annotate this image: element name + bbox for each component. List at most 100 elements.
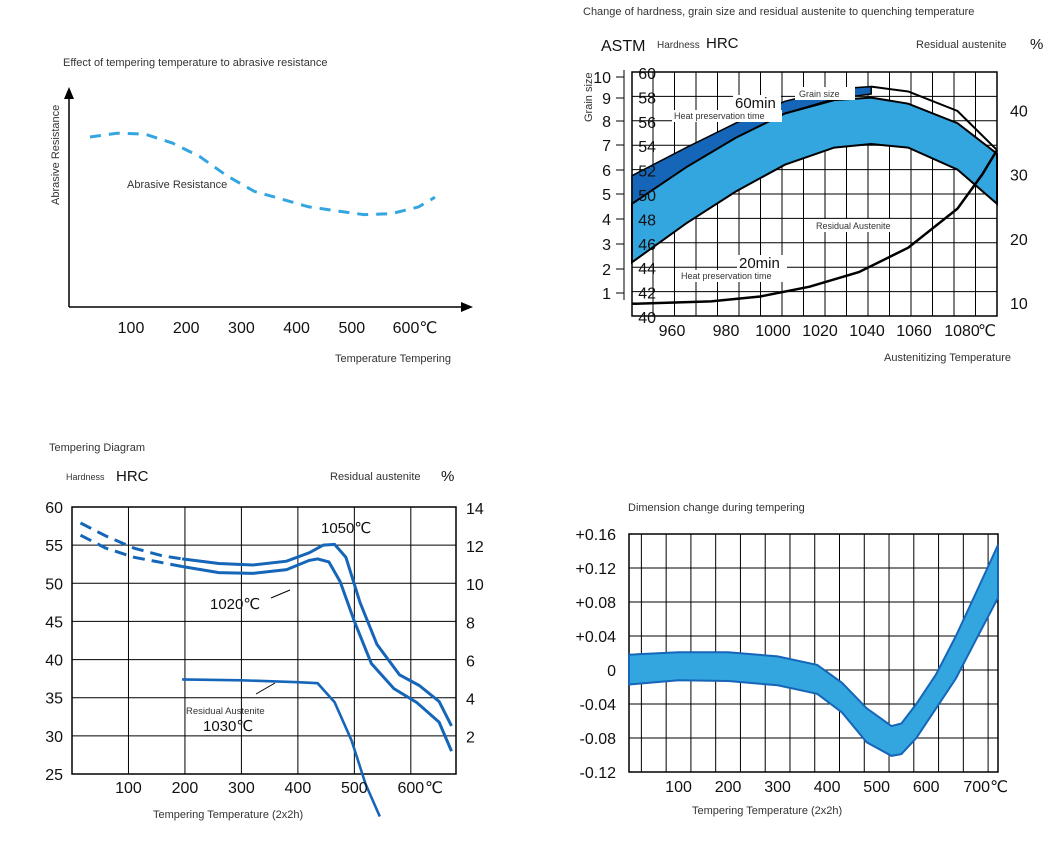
quench-ra-tick-label: 10 [1010, 296, 1028, 313]
tempering-series-0 [79, 521, 183, 561]
tempering-y-tick-label: 25 [45, 767, 63, 784]
quench-astm-tick-label: 9 [602, 91, 611, 108]
tempering-plot-frame [71, 506, 457, 775]
quench-ra-tick-label: 40 [1010, 104, 1028, 121]
tempering-chart-title: Tempering Diagram [49, 442, 145, 454]
dimension-y-tick-label: -0.08 [580, 731, 617, 748]
quench-60min-label: 60min [735, 95, 776, 112]
quench-annotations: Grain size 60min Heat preservation time … [672, 87, 910, 282]
tempering-1030-label: 1030℃ [203, 718, 253, 735]
tempering-grid [71, 506, 457, 775]
dimension-change-band [628, 544, 999, 757]
dimension-ticks: +0.16 +0.12 +0.08 +0.04 0 -0.04 -0.08 -0.12 100 2… [576, 527, 1009, 796]
quench-series [631, 85, 999, 306]
quench-astm-tick-label: 2 [602, 262, 611, 279]
tempering-x-tick-label: 100 [115, 780, 142, 797]
quench-astm-tick-label: 4 [602, 212, 611, 229]
quench-residual-annotation: Residual Austenite [816, 221, 891, 231]
dimension-y-tick-label: +0.04 [576, 629, 617, 646]
tempering-1020-leader [270, 589, 291, 599]
abrasive-series-label: Abrasive Resistance [127, 179, 227, 191]
tempering-series-2 [79, 533, 183, 568]
tempering-residual-annotation: Residual Austenite [186, 706, 265, 717]
quench-hrc-tick-label: 52 [638, 164, 656, 181]
tempering-series-1 [181, 542, 453, 727]
tempering-x-tick-label: ℃ [425, 780, 443, 797]
tempering-1020-label: 1020℃ [210, 596, 260, 613]
tempering-ra-tick-label: 2 [466, 730, 475, 747]
quench-astm-tick-label: 5 [602, 187, 611, 204]
quench-20min-line [631, 149, 999, 306]
dimension-chart-title: Dimension change during tempering [628, 502, 805, 514]
tempering-ra-tick-label: 10 [466, 577, 484, 594]
quench-ticks: 1098765432160585654525048464442404030201… [593, 66, 1028, 340]
tempering-x-tick-label: 500 [341, 780, 368, 797]
quench-x-axis-label: Austenitizing Temperature [884, 352, 1011, 364]
tempering-series-4 [182, 678, 381, 818]
quench-hrc-tick-label: 42 [638, 286, 656, 303]
dimension-x-tick-label: 100 [665, 779, 692, 796]
quench-ra-tick-label: 30 [1010, 168, 1028, 185]
tempering-x-tick-label: 300 [228, 780, 255, 797]
dimension-y-tick-label: +0.12 [576, 561, 617, 578]
quench-60min-band [631, 96, 998, 265]
quench-hrc-tick-label: 60 [638, 66, 656, 83]
quench-20min-label: 20min [739, 255, 780, 272]
quench-astm-tick-label: 6 [602, 163, 611, 180]
quench-x-tick-label: 960 [659, 323, 686, 340]
quench-x-tick-label: ℃ [978, 323, 996, 340]
tempering-y-tick-label: 55 [45, 538, 63, 555]
tempering-labels: 1050℃ 1020℃ Residual Austenite 1030℃ [186, 520, 371, 735]
quench-hrc-label: HRC [706, 35, 739, 52]
quench-astm-label: ASTM [601, 38, 645, 55]
dimension-x-tick-label: 400 [814, 779, 841, 796]
abrasive-y-axis-label: Abrasive Resistance [50, 105, 62, 205]
quench-grain-axis-label: Grain size [583, 72, 595, 122]
tempering-x-tick-label: 400 [285, 780, 312, 797]
dimension-y-tick-label: +0.08 [576, 595, 617, 612]
quench-chart: Change of hardness, grain size and resid… [583, 6, 1043, 364]
abrasive-chart: Effect of tempering temperature to abras… [50, 57, 473, 365]
tempering-y-tick-label: 60 [45, 500, 63, 517]
tempering-hardness-label: Hardness [66, 472, 105, 482]
abrasive-x-ticks: 100 200 300 400 500 600℃ [118, 320, 438, 337]
quench-ra-tick-label: 20 [1010, 232, 1028, 249]
tempering-y-tick-label: 40 [45, 653, 63, 670]
abrasive-y-arrow-icon [64, 87, 74, 99]
quench-grain-size-annotation: Grain size [799, 89, 840, 99]
quench-astm-tick-label: 1 [602, 286, 611, 303]
abrasive-x-tick-label: 300 [228, 320, 255, 337]
tempering-ra-tick-label: 14 [466, 501, 484, 518]
dimension-x-tick-label: 500 [863, 779, 890, 796]
tempering-y-tick-label: 50 [45, 576, 63, 593]
tempering-residual-leader [255, 682, 276, 695]
tempering-x-tick-label: 600 [397, 780, 424, 797]
quench-hardness-label: Hardness [657, 40, 700, 51]
abrasive-x-tick-label: 200 [173, 320, 200, 337]
quench-astm-tick-label: 10 [593, 70, 611, 87]
quench-astm-tick-label: 8 [602, 114, 611, 131]
quench-hrc-tick-label: 48 [638, 212, 656, 229]
quench-hrc-tick-label: 50 [638, 188, 656, 205]
tempering-x-tick-label: 200 [172, 780, 199, 797]
tempering-y-tick-label: 30 [45, 729, 63, 746]
quench-heat-bottom-label: Heat preservation time [681, 271, 772, 281]
tempering-ra-tick-label: 12 [466, 539, 484, 556]
tempering-y-tick-label: 45 [45, 614, 63, 631]
quench-x-tick-label: 1000 [755, 323, 791, 340]
dimension-x-axis-label: Tempering Temperature (2x2h) [692, 805, 842, 817]
quench-chart-title: Change of hardness, grain size and resid… [583, 6, 974, 18]
abrasive-x-axis-label: Temperature Tempering [335, 353, 451, 365]
quench-hrc-tick-label: 44 [638, 261, 656, 278]
tempering-chart: Tempering Diagram Hardness HRC Residual … [45, 442, 484, 821]
quench-hrc-tick-label: 46 [638, 237, 656, 254]
quench-residual-label: Residual austenite [916, 39, 1007, 51]
tempering-ticks: 60 55 50 45 40 35 30 25 14 12 10 8 6 4 2 100 200 300 400 50… [45, 500, 484, 797]
tempering-percent-label: % [441, 468, 454, 485]
dimension-y-tick-label: -0.12 [580, 765, 617, 782]
abrasive-x-arrow-icon [461, 302, 473, 312]
quench-x-tick-label: 980 [713, 323, 740, 340]
dimension-x-tick-label: 700℃ [963, 779, 1008, 796]
tempering-series-3 [181, 557, 453, 752]
abrasive-x-tick-label: 100 [118, 320, 145, 337]
